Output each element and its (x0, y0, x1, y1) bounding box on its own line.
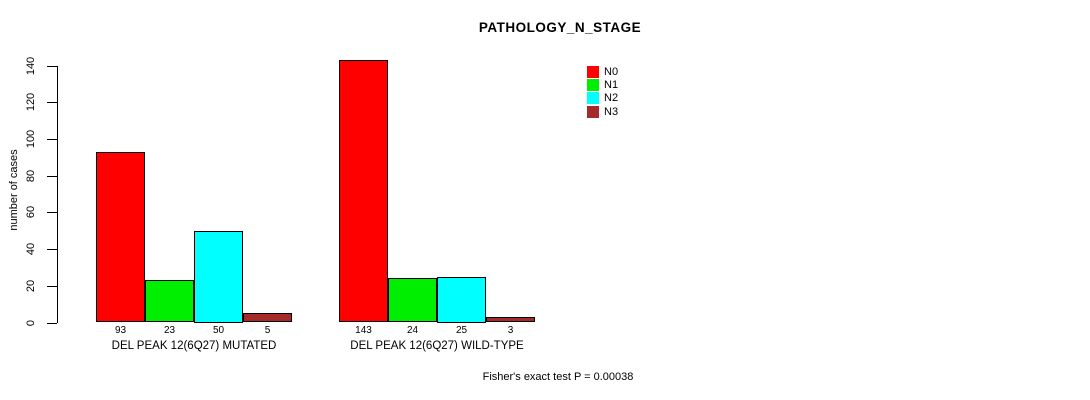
group-label: DEL PEAK 12(6Q27) WILD-TYPE (350, 340, 524, 352)
y-tick-label: 60 (25, 206, 37, 219)
y-axis-title: number of cases (8, 149, 20, 231)
y-tick-mark (47, 322, 57, 324)
bar-value-label: 23 (163, 325, 176, 336)
bar-value-label: 25 (455, 325, 468, 336)
legend-item-n1: N1 (587, 78, 619, 92)
legend-swatch-n1 (587, 79, 599, 92)
y-tick-label: 100 (25, 129, 37, 149)
bar-value-label: 3 (507, 325, 514, 336)
bar-value-label: 24 (406, 325, 419, 336)
bar-value-label: 93 (114, 325, 127, 336)
legend-swatch-n2 (587, 92, 599, 105)
y-tick-mark (47, 285, 57, 287)
y-tick-mark (47, 175, 57, 177)
y-tick-mark (47, 65, 57, 67)
legend-swatch-n3 (587, 105, 599, 118)
legend-item-n2: N2 (587, 92, 618, 105)
bar-n0 (96, 151, 145, 323)
y-tick-label: 20 (25, 279, 37, 292)
legend-swatch-n0 (587, 65, 599, 78)
legend-item-n0: N0 (587, 65, 618, 78)
legend-item-n3: N3 (587, 105, 618, 118)
bar-n3 (486, 316, 535, 323)
y-tick-mark (47, 249, 57, 251)
bar-n2 (194, 230, 243, 323)
chart-title: PATHOLOGY_N_STAGE (478, 20, 642, 35)
y-tick-mark (47, 102, 57, 104)
legend-label: N3 (604, 105, 619, 118)
y-tick-mark (47, 212, 57, 214)
legend-label: N0 (604, 65, 619, 78)
y-tick-label: 140 (25, 56, 37, 75)
bar-value-label: 143 (355, 325, 372, 336)
bar-value-label: 50 (212, 325, 225, 336)
group-label: DEL PEAK 12(6Q27) MUTATED (111, 340, 277, 352)
legend-label: N2 (604, 92, 619, 105)
legend-label: N1 (604, 79, 619, 92)
y-tick-label: 120 (25, 93, 37, 112)
y-tick-label: 0 (25, 319, 37, 326)
y-tick-mark (47, 139, 57, 140)
stat-test-annotation: Fisher's exact test P = 0.00038 (482, 371, 634, 383)
y-axis-line (57, 65, 58, 324)
bar-n3 (243, 313, 292, 323)
bar-n0 (339, 60, 388, 323)
y-tick-label: 40 (25, 242, 37, 256)
y-tick-label: 80 (25, 169, 37, 182)
legend: N0 N1 N2 N3 (587, 65, 618, 119)
bar-n1 (388, 278, 437, 323)
bar-n2 (437, 276, 486, 323)
bar-n1 (145, 280, 194, 323)
bar-value-label: 5 (264, 325, 271, 336)
